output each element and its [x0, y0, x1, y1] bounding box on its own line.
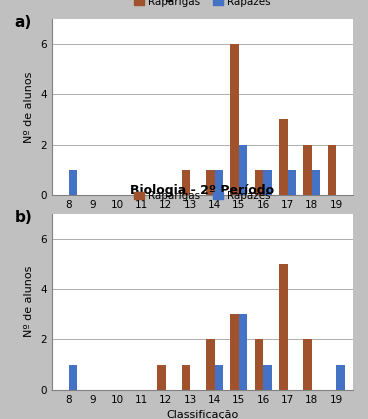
- Bar: [263, 170, 272, 195]
- Text: a): a): [15, 15, 32, 30]
- Bar: [303, 339, 312, 390]
- Bar: [263, 365, 272, 390]
- Legend: Raparigas, Rapazes: Raparigas, Rapazes: [130, 0, 275, 11]
- Bar: [312, 170, 321, 195]
- Bar: [158, 365, 166, 390]
- Bar: [68, 365, 77, 390]
- Bar: [255, 170, 263, 195]
- Bar: [239, 145, 247, 195]
- Bar: [328, 145, 336, 195]
- Y-axis label: Nº de alunos: Nº de alunos: [25, 266, 35, 337]
- Title: Biologia - 1º Período: Biologia - 1º Período: [130, 0, 275, 3]
- Bar: [279, 264, 287, 390]
- Bar: [230, 44, 239, 195]
- Bar: [287, 170, 296, 195]
- Bar: [279, 119, 287, 195]
- Bar: [206, 339, 215, 390]
- Y-axis label: Nº de alunos: Nº de alunos: [25, 71, 35, 142]
- Bar: [182, 365, 190, 390]
- X-axis label: Classificação: Classificação: [166, 215, 238, 225]
- Bar: [230, 314, 239, 390]
- Bar: [215, 365, 223, 390]
- Bar: [336, 365, 345, 390]
- Bar: [68, 170, 77, 195]
- X-axis label: Classificação: Classificação: [166, 410, 238, 419]
- Bar: [182, 170, 190, 195]
- Bar: [239, 314, 247, 390]
- Bar: [303, 145, 312, 195]
- Legend: Raparigas, Rapazes: Raparigas, Rapazes: [130, 187, 275, 206]
- Title: Biologia - 2º Período: Biologia - 2º Período: [130, 184, 275, 197]
- Text: b): b): [15, 210, 32, 225]
- Bar: [215, 170, 223, 195]
- Bar: [255, 339, 263, 390]
- Bar: [206, 170, 215, 195]
